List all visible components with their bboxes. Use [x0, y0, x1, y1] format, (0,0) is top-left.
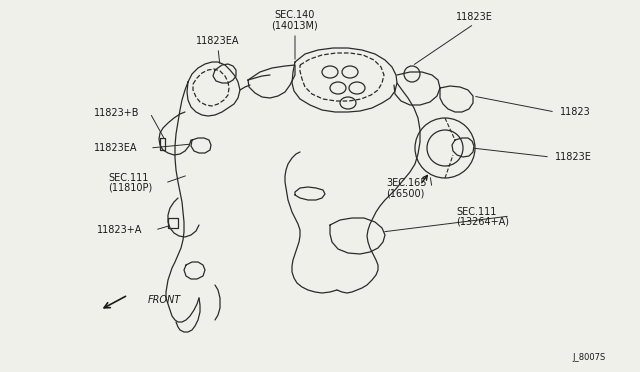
Text: 11823+B: 11823+B [94, 108, 140, 118]
Text: 11823: 11823 [560, 107, 591, 117]
Text: FRONT: FRONT [148, 295, 181, 305]
Text: J_8007S: J_8007S [573, 353, 606, 362]
Text: (14013M): (14013M) [271, 21, 318, 31]
Text: (13264+A): (13264+A) [456, 217, 509, 227]
Text: (16500): (16500) [386, 188, 424, 198]
Text: SEC.111: SEC.111 [456, 207, 497, 217]
Text: 11823+A: 11823+A [97, 225, 142, 235]
Text: 11823EA: 11823EA [196, 36, 240, 46]
Text: SEC.140: SEC.140 [275, 10, 315, 20]
Text: 11823E: 11823E [456, 12, 492, 22]
Text: (11810P): (11810P) [108, 183, 152, 193]
Text: 11823EA: 11823EA [94, 143, 138, 153]
Text: 11823E: 11823E [555, 152, 592, 162]
Text: 3EC.165: 3EC.165 [386, 178, 426, 188]
Text: SEC.111: SEC.111 [108, 173, 148, 183]
